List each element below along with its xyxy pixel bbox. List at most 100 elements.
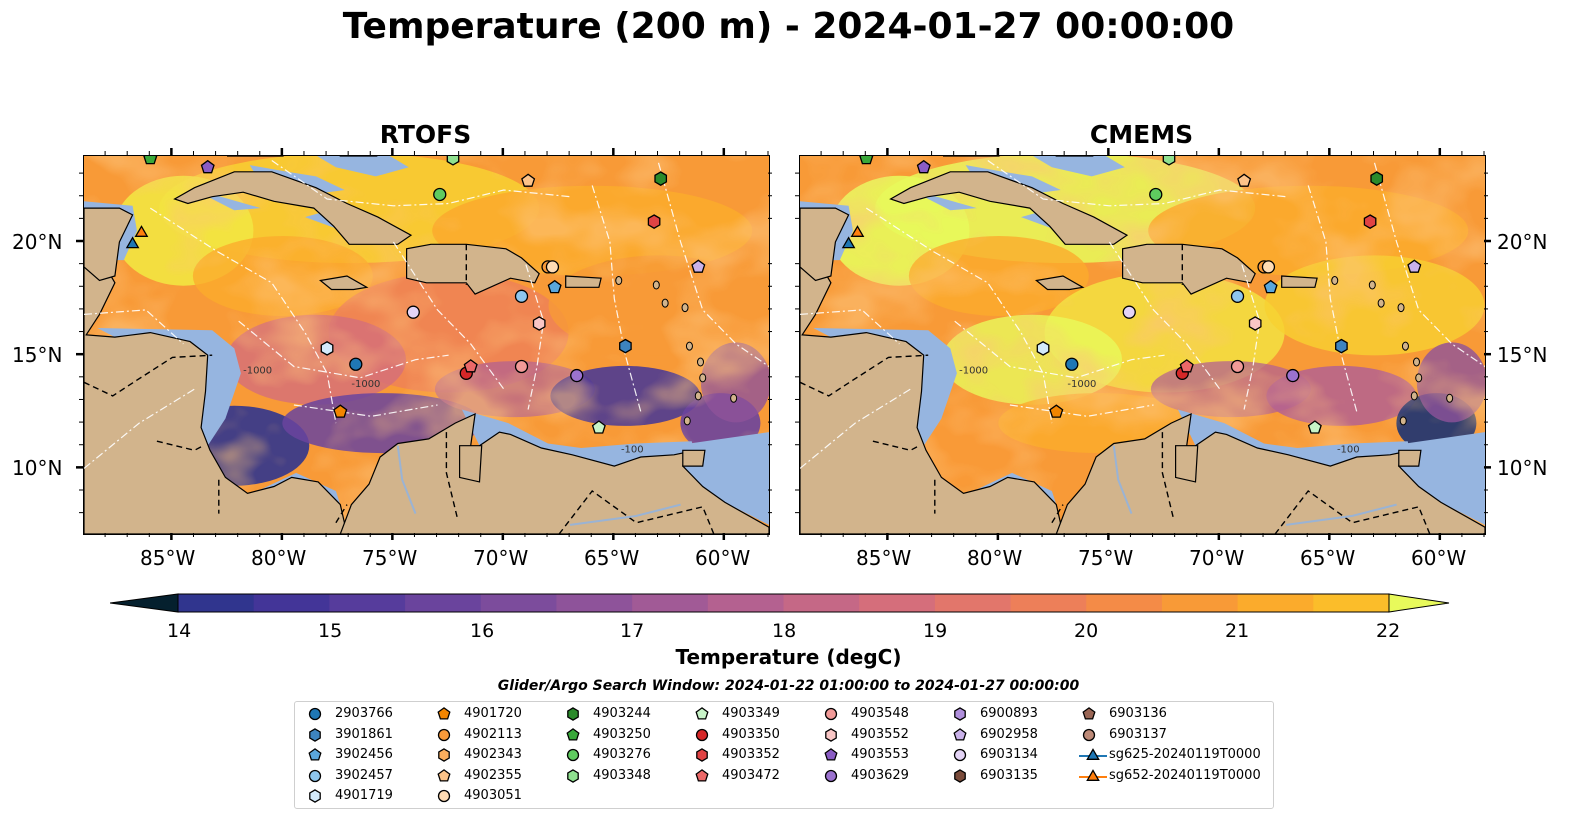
shallow-shelf: [959, 472, 1057, 505]
legend-marker-icon: [695, 728, 709, 741]
legend-marker-icon: [437, 768, 451, 782]
legend-triangle: [1086, 748, 1100, 761]
legend-label: 4903553: [851, 747, 909, 763]
colorbar-segment: [1010, 594, 1087, 612]
legend-label: 4903051: [464, 788, 522, 804]
float-marker: [521, 173, 536, 187]
legend-marker-icon: [954, 707, 966, 721]
legend-symbol: [695, 768, 709, 782]
float-marker: [545, 260, 560, 274]
legend-label: 4903629: [851, 767, 909, 783]
land-cuba: [173, 171, 413, 245]
y-tick-label: 10°N: [12, 456, 63, 480]
colorbar-tick-label: 22: [1376, 620, 1401, 642]
legend-symbol: [1082, 707, 1096, 720]
float-marker: [691, 259, 706, 273]
rtofs-map: -1000 -1000 -100: [83, 155, 770, 535]
legend-marker-icon: [1079, 768, 1107, 781]
eez-boundary: [800, 309, 900, 345]
shallow-shelf: [461, 409, 697, 467]
legend-symbol: [438, 748, 450, 763]
float-marker: [514, 289, 529, 303]
island: [1446, 393, 1454, 403]
y-tick-label: 20°N: [12, 230, 63, 254]
legend-symbol: [308, 769, 322, 782]
land-puerto-rico: [565, 275, 602, 288]
y-tick-label: 15°N: [12, 343, 63, 367]
float-marker: [134, 225, 149, 237]
island: [685, 341, 693, 351]
float-marker: [320, 341, 334, 356]
colorbar-tick-label: 16: [470, 620, 495, 642]
float-marker: [619, 338, 632, 354]
island: [694, 391, 702, 401]
legend-triangle: [1086, 768, 1100, 781]
legend-symbol: [954, 707, 966, 721]
float-marker: [850, 225, 865, 237]
land-maracaibo: [1175, 445, 1199, 483]
float-marker: [1363, 214, 1377, 229]
land-central-america: [800, 259, 1064, 534]
legend-symbol: [308, 748, 322, 761]
land-south-america: [1055, 412, 1485, 534]
legend-label: 4903276: [593, 747, 651, 763]
float-marker: [1335, 338, 1348, 354]
colorbar-segment: [556, 594, 633, 612]
cmems-map-canvas: -1000 -1000 -100: [800, 156, 1485, 534]
island: [1368, 280, 1376, 290]
x-tick-label: 65°W: [584, 546, 640, 570]
colorbar-segment: [253, 594, 330, 612]
y-tick-label: 15°N: [1497, 343, 1548, 367]
x-tick-label: 85°W: [856, 546, 912, 570]
island: [1397, 303, 1405, 313]
legend-label: 4903552: [851, 726, 909, 742]
legend-label: 4903352: [722, 747, 780, 763]
legend-label: 3901861: [335, 726, 393, 742]
legend-label: 2903766: [335, 706, 393, 721]
float-marker: [349, 357, 363, 371]
eez-boundary: [800, 388, 911, 469]
panel-title-cmems: CMEMS: [1089, 120, 1194, 149]
colorbar-segment: [783, 594, 860, 612]
country-border: [445, 432, 459, 519]
x-tick-label: 75°W: [362, 546, 418, 570]
colorbar-segment: [1237, 594, 1314, 612]
island: [1410, 391, 1418, 401]
legend-label: sg625-20240119T0000: [1109, 747, 1261, 763]
country-border: [335, 504, 348, 524]
colorbar-tick-label: 15: [318, 620, 343, 642]
legend-marker-icon: [438, 748, 450, 763]
legend-label: 4903349: [722, 706, 780, 721]
shallow-shelf: [1032, 156, 1125, 177]
island: [1331, 275, 1339, 285]
eez-boundary: [84, 309, 184, 345]
legend-marker-icon: [566, 727, 580, 741]
colorbar-tick-label: 21: [1225, 620, 1250, 642]
legend-label: 4903348: [593, 767, 651, 783]
legend: 2903766 3901861 3902456 3902457 4901719 49017…: [294, 701, 1274, 809]
island: [681, 303, 689, 313]
shallow-shelf: [1177, 409, 1413, 467]
island: [1399, 416, 1407, 426]
float-marker: [859, 156, 874, 165]
country-border: [84, 354, 213, 397]
float-marker: [1370, 171, 1384, 186]
river: [396, 445, 417, 514]
x-tick-label: 60°W: [1411, 546, 1467, 570]
legend-marker-icon: [696, 748, 708, 763]
rtofs-map-canvas: -1000 -1000 -100: [84, 156, 769, 534]
colorbar-segment: [1313, 594, 1390, 612]
eez-boundary: [1373, 162, 1485, 367]
float-marker: [547, 279, 562, 294]
panel-title-rtofs: RTOFS: [379, 120, 472, 149]
land-hispaniola: [1122, 243, 1256, 295]
legend-label: 4902113: [464, 726, 522, 742]
eez-boundary: [149, 207, 337, 424]
float-marker: [125, 236, 140, 249]
legend-label: 6903134: [980, 747, 1038, 763]
legend-label: 4901719: [335, 788, 393, 804]
legend-symbol: [824, 769, 838, 782]
colorbar-segment: [632, 594, 709, 612]
land-yucatan: [800, 207, 850, 282]
isobath-label: -1000: [351, 379, 380, 390]
